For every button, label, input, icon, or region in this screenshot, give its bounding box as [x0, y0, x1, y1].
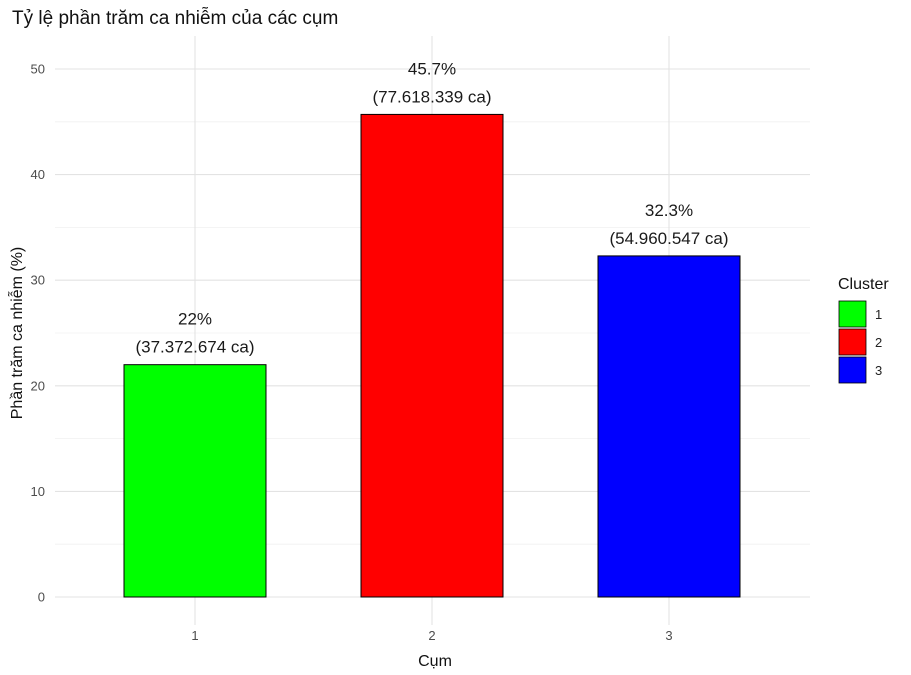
bar-count-label: (37.372.674 ca) — [135, 338, 254, 357]
x-tick-label: 2 — [428, 628, 435, 643]
legend: Cluster 1 2 3 — [838, 276, 889, 384]
x-axis-ticks: 1 2 3 — [191, 628, 672, 643]
y-tick-label: 10 — [31, 484, 45, 499]
bar-cluster-3 — [597, 255, 741, 598]
x-tick-label: 3 — [665, 628, 672, 643]
legend-swatch — [838, 300, 867, 328]
y-axis-title: Phần trăm ca nhiễm (%) — [7, 247, 26, 420]
x-axis-title: Cụm — [418, 653, 452, 670]
legend-title: Cluster — [838, 276, 889, 293]
legend-label: 1 — [875, 307, 882, 322]
y-axis-ticks: 0 10 20 30 40 50 — [31, 62, 45, 605]
bars: 22% (37.372.674 ca) 45.7% (77.618.339 ca) 32… — [123, 59, 741, 598]
y-tick-label: 0 — [38, 590, 45, 605]
legend-label: 3 — [875, 363, 882, 378]
y-tick-label: 20 — [31, 378, 45, 393]
bar-percent-label: 45.7% — [408, 59, 456, 78]
legend-swatch — [838, 356, 867, 384]
bar-count-label: (77.618.339 ca) — [372, 87, 491, 106]
y-tick-label: 50 — [31, 62, 45, 77]
legend-swatch — [838, 328, 867, 356]
bar-cluster-1 — [123, 364, 267, 598]
bar-percent-label: 32.3% — [645, 201, 693, 220]
legend-label: 2 — [875, 335, 882, 350]
chart-title: Tỷ lệ phần trăm ca nhiễm của các cụm — [12, 7, 338, 29]
y-tick-label: 40 — [31, 167, 45, 182]
bar-percent-label: 22% — [178, 310, 212, 329]
x-tick-label: 1 — [191, 628, 198, 643]
y-tick-label: 30 — [31, 273, 45, 288]
bar-count-label: (54.960.547 ca) — [609, 229, 728, 248]
bar-cluster-2 — [360, 113, 504, 598]
